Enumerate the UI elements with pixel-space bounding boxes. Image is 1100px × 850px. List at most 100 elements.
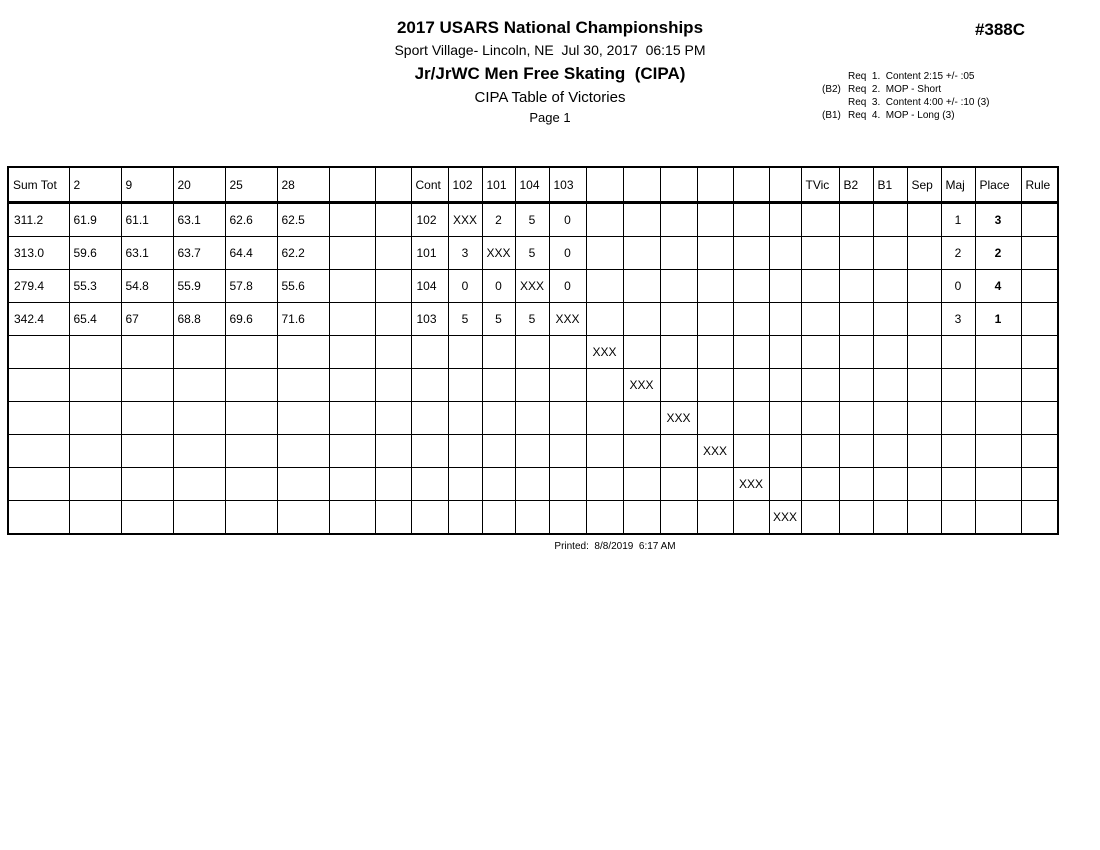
table-cell <box>622 269 661 303</box>
requirement-prefix: (B1) <box>822 110 841 121</box>
table-cell <box>514 368 550 402</box>
table-cell: 0 <box>481 269 516 303</box>
table-cell: 55.6 <box>276 269 330 303</box>
table-cell <box>7 368 70 402</box>
table-cell <box>974 500 1022 535</box>
table-cell <box>585 269 624 303</box>
table-cell <box>514 434 550 468</box>
table-cell: 55.9 <box>172 269 226 303</box>
table-cell <box>768 236 802 270</box>
table-cell <box>68 467 122 501</box>
table-cell <box>906 434 942 468</box>
table-cell <box>906 368 942 402</box>
table-cell <box>800 236 840 270</box>
table-cell <box>622 335 661 369</box>
table-cell <box>940 434 976 468</box>
table-cell: 342.4 <box>7 302 70 336</box>
table-cell <box>7 500 70 535</box>
column-header <box>696 166 734 204</box>
table-cell <box>940 401 976 435</box>
table-cell: 5 <box>447 302 483 336</box>
column-header: 28 <box>276 166 330 204</box>
table-cell <box>732 202 770 237</box>
table-cell <box>696 236 734 270</box>
requirement-line: Req 1. Content 2:15 +/- :05 <box>822 70 989 83</box>
table-cell <box>906 202 942 237</box>
column-header <box>328 166 376 204</box>
table-cell <box>940 467 976 501</box>
table-cell <box>974 467 1022 501</box>
table-cell <box>768 202 802 237</box>
table-cell <box>68 401 122 435</box>
table-cell <box>514 401 550 435</box>
table-cell <box>800 368 840 402</box>
table-cell <box>548 434 587 468</box>
table-cell <box>374 434 412 468</box>
table-row: 313.0 59.6 63.1 63.7 64.4 62.2 101 3 XXX 5 0 2 2 <box>7 236 1059 270</box>
table-cell <box>732 269 770 303</box>
table-cell: XXX <box>447 202 483 237</box>
table-cell <box>120 335 174 369</box>
table-cell: XXX <box>732 467 770 501</box>
table-cell <box>172 500 226 535</box>
table-cell: 103 <box>410 302 449 336</box>
table-cell <box>872 202 908 237</box>
table-cell <box>481 368 516 402</box>
table-cell <box>410 368 449 402</box>
table-cell <box>224 500 278 535</box>
table-cell <box>800 401 840 435</box>
table-cell <box>7 434 70 468</box>
table-cell <box>68 434 122 468</box>
table-cell: 0 <box>940 269 976 303</box>
table-cell <box>696 368 734 402</box>
table-cell <box>768 269 802 303</box>
table-cell <box>374 335 412 369</box>
table-row: 342.4 65.4 67 68.8 69.6 71.6 103 5 5 5 XXX 3 1 <box>7 302 1059 336</box>
table-cell: 57.8 <box>224 269 278 303</box>
table-cell <box>328 467 376 501</box>
table-cell <box>838 202 874 237</box>
table-row: 279.4 55.3 54.8 55.9 57.8 55.6 104 0 0 XXX 0 0 4 <box>7 269 1059 303</box>
table-cell: 104 <box>410 269 449 303</box>
table-cell: 55.3 <box>68 269 122 303</box>
table-cell <box>732 368 770 402</box>
table-cell <box>276 401 330 435</box>
table-cell: XXX <box>659 401 698 435</box>
table-cell <box>696 335 734 369</box>
table-cell: XXX <box>768 500 802 535</box>
table-cell <box>696 202 734 237</box>
column-header: Place <box>974 166 1022 204</box>
table-cell <box>732 302 770 336</box>
table-cell <box>768 434 802 468</box>
table-cell <box>224 434 278 468</box>
table-cell <box>622 236 661 270</box>
table-cell <box>800 434 840 468</box>
table-cell <box>276 500 330 535</box>
table-cell: 1 <box>974 302 1022 336</box>
table-cell <box>622 467 661 501</box>
table-cell <box>838 467 874 501</box>
table-cell <box>732 434 770 468</box>
table-cell: 2 <box>481 202 516 237</box>
table-cell: 5 <box>481 302 516 336</box>
table-cell <box>659 368 698 402</box>
table-cell <box>120 368 174 402</box>
table-cell <box>514 500 550 535</box>
table-cell <box>172 368 226 402</box>
requirement-prefix <box>822 70 848 83</box>
table-cell: XXX <box>548 302 587 336</box>
column-header <box>659 166 698 204</box>
table-cell: 61.1 <box>120 202 174 237</box>
table-cell <box>447 335 483 369</box>
table-cell: 0 <box>447 269 483 303</box>
table-cell <box>872 269 908 303</box>
table-cell <box>224 401 278 435</box>
table-cell <box>481 401 516 435</box>
table-cell <box>585 401 624 435</box>
table-cell <box>120 401 174 435</box>
table-cell <box>872 401 908 435</box>
table-cell: 101 <box>410 236 449 270</box>
table-cell <box>1020 467 1059 501</box>
table-cell <box>906 467 942 501</box>
table-cell <box>622 434 661 468</box>
